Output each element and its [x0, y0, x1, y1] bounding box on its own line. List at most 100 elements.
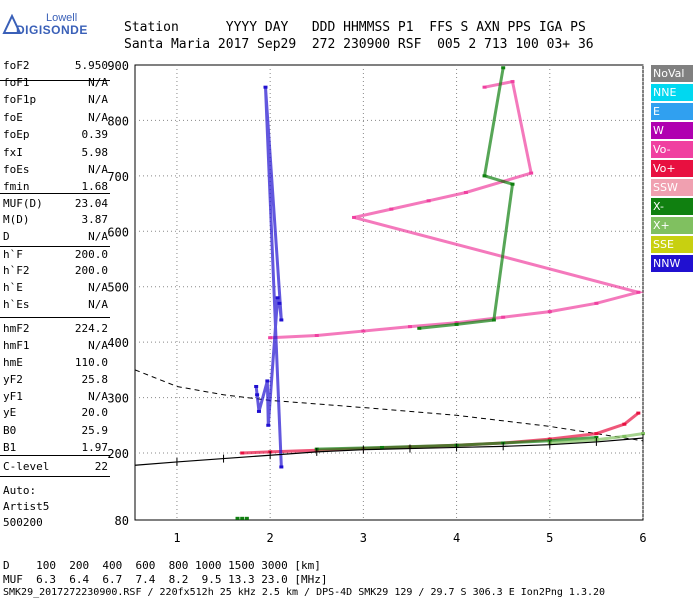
y-tick-label: 900 — [107, 59, 129, 73]
param-row-10: D N/A — [3, 230, 108, 243]
y-tick-label: 400 — [107, 336, 129, 350]
param-value: N/A — [88, 390, 108, 403]
param-label: foE — [3, 111, 23, 124]
y-tick-label: 800 — [107, 114, 129, 128]
autoscaler-name: Artist5 — [3, 500, 50, 513]
param-value: N/A — [88, 76, 108, 89]
param-value: 20.0 — [81, 406, 109, 419]
logo-text-lowell: Lowell — [46, 12, 78, 24]
param-row-4: foEp 0.39 — [3, 128, 108, 141]
param-row-19: yF1 N/A — [3, 390, 108, 403]
param-value: N/A — [88, 93, 108, 106]
param-row-16: hmF1 N/A — [3, 339, 108, 352]
divider — [0, 80, 110, 81]
param-value: 200.0 — [74, 264, 108, 277]
auto-label: Auto: — [3, 484, 37, 497]
param-row-14: h`Es N/A — [3, 298, 108, 311]
y-tick-label: 700 — [107, 170, 129, 184]
param-label: hmE — [3, 356, 23, 369]
param-value: 23.04 — [74, 197, 108, 210]
param-value: N/A — [88, 339, 108, 352]
param-value: 200.0 — [74, 248, 108, 261]
divider — [0, 455, 110, 456]
virtual-height-curve — [134, 369, 644, 442]
legend-item: NNW — [651, 255, 693, 272]
x-tick-label: 4 — [453, 531, 460, 545]
param-value: N/A — [88, 230, 108, 243]
divider — [0, 246, 110, 247]
param-value: 224.2 — [74, 322, 108, 335]
param-value: 5.950 — [74, 59, 108, 72]
param-row-11: h`F 200.0 — [3, 248, 108, 261]
param-label: B1 — [3, 441, 17, 454]
trace-line — [316, 435, 597, 451]
param-label: M(D) — [3, 213, 30, 226]
data-point — [244, 516, 249, 520]
legend-item: Vo- — [651, 141, 693, 158]
param-value: N/A — [88, 298, 108, 311]
legend-item: NoVal — [651, 65, 693, 82]
param-row-7: fmin 1.68 — [3, 180, 108, 193]
param-label: h`F2 — [3, 264, 30, 277]
param-value: 25.9 — [81, 424, 109, 437]
param-row-0: foF2 5.950 — [3, 59, 108, 72]
divider — [0, 476, 110, 477]
legend-item: Vo+ — [651, 160, 693, 177]
param-label: hmF1 — [3, 339, 30, 352]
legend-item: SSE — [651, 236, 693, 253]
x-tick-label: 3 — [360, 531, 367, 545]
param-row-8: MUF(D) 23.04 — [3, 197, 108, 210]
y-tick-label: 300 — [107, 392, 129, 406]
plot-frame — [134, 64, 644, 521]
y-tick-label: 500 — [107, 281, 129, 295]
param-row-13: h`E N/A — [3, 281, 108, 294]
header-line-1: Station YYYY DAY DDD HHMMSS P1 FFS S AXN… — [124, 20, 586, 35]
param-row-12: h`F2 200.0 — [3, 264, 108, 277]
param-value: 25.8 — [81, 373, 109, 386]
x-tick-label: 1 — [173, 531, 180, 545]
param-row-23: C-level 22 — [3, 460, 108, 473]
legend-item: E — [651, 103, 693, 120]
logo-text-digisonde: DIGISONDE — [16, 23, 88, 37]
legend-item: X+ — [651, 217, 693, 234]
param-label: foF1p — [3, 93, 37, 106]
param-label: foEp — [3, 128, 30, 141]
param-value: 0.39 — [81, 128, 109, 141]
param-row-3: foE N/A — [3, 111, 108, 124]
param-value: 5.98 — [81, 146, 109, 159]
param-label: fxI — [3, 146, 23, 159]
data-point — [235, 516, 240, 520]
param-row-6: foEs N/A — [3, 163, 108, 176]
legend-item: SSW — [651, 179, 693, 196]
y-tick-label: 80 — [115, 514, 129, 528]
legend-item: X- — [651, 198, 693, 215]
legend-item: W — [651, 122, 693, 139]
param-value: N/A — [88, 281, 108, 294]
x-tick-label: 5 — [546, 531, 553, 545]
param-row-5: fxI 5.98 — [3, 146, 108, 159]
param-row-15: hmF2 224.2 — [3, 322, 108, 335]
legend-item: NNE — [651, 84, 693, 101]
param-label: yF1 — [3, 390, 23, 403]
param-value: 3.87 — [81, 213, 109, 226]
y-tick-label: 200 — [107, 447, 129, 461]
param-value: N/A — [88, 163, 108, 176]
param-row-9: M(D) 3.87 — [3, 213, 108, 226]
param-value: 1.97 — [81, 441, 109, 454]
param-row-18: yF2 25.8 — [3, 373, 108, 386]
param-label: yE — [3, 406, 17, 419]
data-point — [240, 516, 245, 520]
param-label: hmF2 — [3, 322, 30, 335]
param-label: h`E — [3, 281, 23, 294]
footer-muf-row: MUF 6.3 6.4 6.7 7.4 8.2 9.5 13.3 23.0 [M… — [3, 573, 328, 586]
param-value: 22 — [94, 460, 108, 473]
param-value: N/A — [88, 111, 108, 124]
footer-distance-row: D 100 200 400 600 800 1000 1500 3000 [km… — [3, 559, 321, 572]
param-label: h`Es — [3, 298, 30, 311]
param-row-20: yE 20.0 — [3, 406, 108, 419]
x-tick-label: 2 — [267, 531, 274, 545]
header-line-2: Santa Maria 2017 Sep29 272 230900 RSF 00… — [124, 37, 594, 52]
param-label: D — [3, 230, 10, 243]
digisonde-logo-icon — [2, 14, 22, 34]
